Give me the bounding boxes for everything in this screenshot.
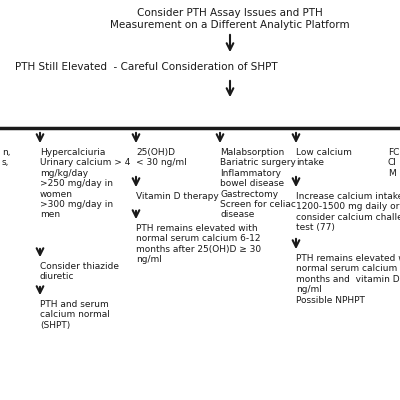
Text: FC
Cl
M: FC Cl M	[388, 148, 399, 178]
Text: Consider thiazide
diuretic: Consider thiazide diuretic	[40, 262, 119, 282]
Text: 25(OH)D
< 30 ng/ml: 25(OH)D < 30 ng/ml	[136, 148, 187, 167]
Text: PTH remains elevated with
normal serum calcium 6-12
months after 25(OH)D ≥ 30
ng: PTH remains elevated with normal serum c…	[136, 224, 261, 264]
Text: Vitamin D therapy: Vitamin D therapy	[136, 192, 219, 201]
Text: Consider PTH Assay Issues and PTH
Measurement on a Different Analytic Platform: Consider PTH Assay Issues and PTH Measur…	[110, 8, 350, 30]
Text: Low calcium
intake: Low calcium intake	[296, 148, 352, 167]
Text: Malabsorption
Bariatric surgery
Inflammatory
bowel disease
Gastrectomy
Screen fo: Malabsorption Bariatric surgery Inflamma…	[220, 148, 296, 219]
Text: Hypercalciuria
Urinary calcium > 4
mg/kg/day
>250 mg/day in
women
>300 mg/day in: Hypercalciuria Urinary calcium > 4 mg/kg…	[40, 148, 130, 219]
Text: PTH and serum
calcium normal
(SHPT): PTH and serum calcium normal (SHPT)	[40, 300, 110, 330]
Text: PTH Still Elevated  - Careful Consideration of SHPT: PTH Still Elevated - Careful Considerati…	[15, 62, 278, 72]
Text: PTH remains elevated with
normal serum calcium 6-12
months and  vitamin D ≥ 30
n: PTH remains elevated with normal serum c…	[296, 254, 400, 305]
Text: Increase calcium intake to
1200-1500 mg daily or
consider calcium challenge
test: Increase calcium intake to 1200-1500 mg …	[296, 192, 400, 232]
Text: n,
s,: n, s,	[2, 148, 10, 167]
